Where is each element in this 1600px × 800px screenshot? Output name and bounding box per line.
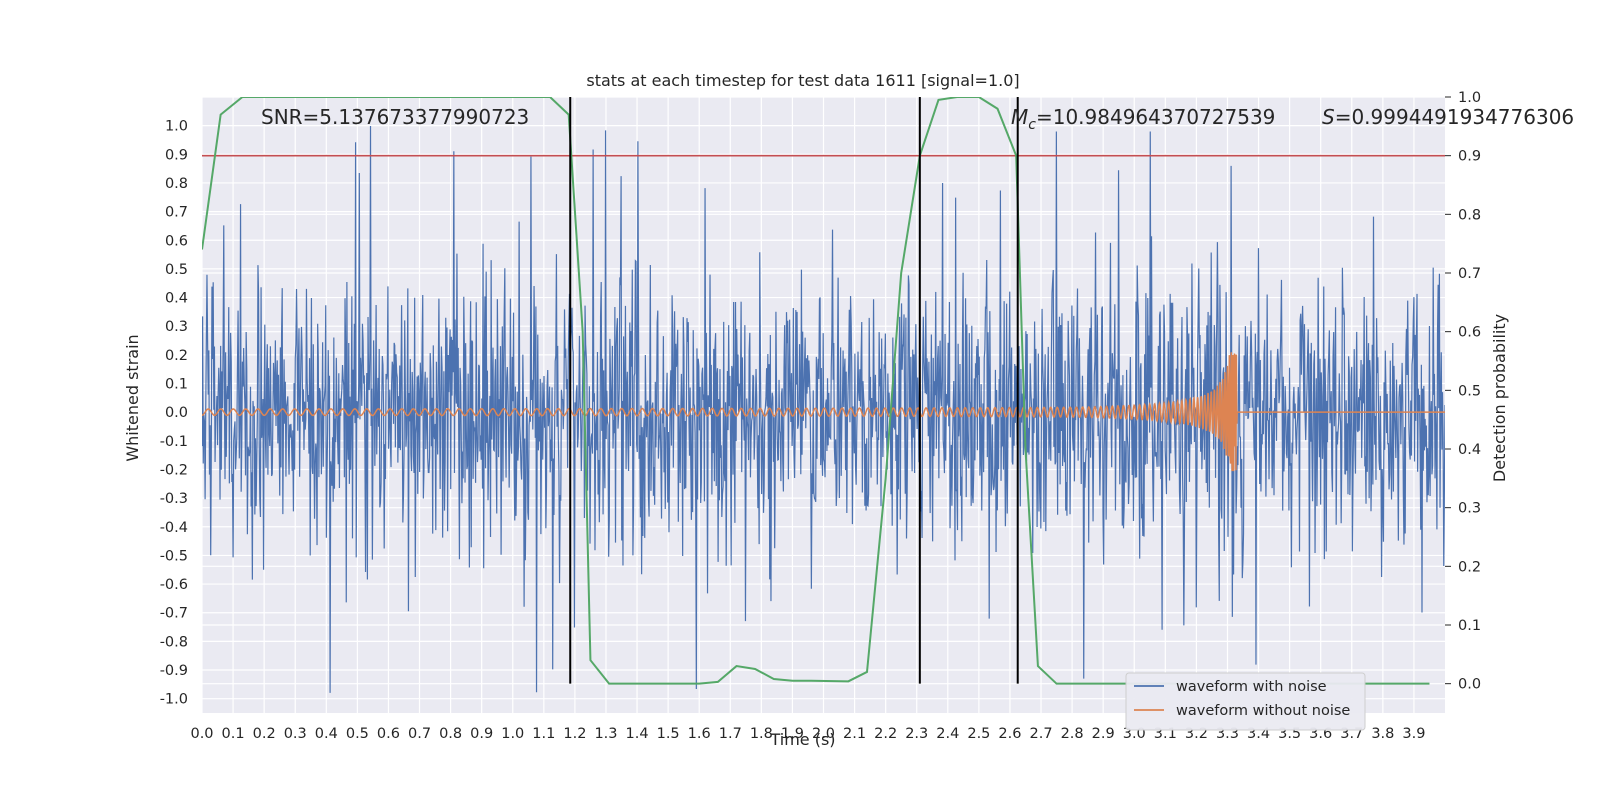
y-axis-ticks: 1.0 0.9 0.8 0.7 0.6 0.5 0.4 0.3 0.2 0.1 0.0 -0.1 -0.… xyxy=(160,119,188,708)
x-tick-label: 0.4 xyxy=(315,726,338,742)
x-tick-label: 1.1 xyxy=(532,726,555,742)
y-tick-label: 0.7 xyxy=(165,205,188,221)
y2-tick-label: 0.0 xyxy=(1458,677,1481,693)
y-tick-label: -0.7 xyxy=(160,606,188,622)
x-tick-label: 2.9 xyxy=(1092,726,1115,742)
snr-annotation: SNR=5.137673377990723 xyxy=(261,105,529,129)
y-tick-label: -0.2 xyxy=(160,462,188,478)
y2-tick-label: 0.7 xyxy=(1458,266,1481,282)
legend-label-noise: waveform with noise xyxy=(1176,679,1327,695)
x-tick-label: 1.5 xyxy=(657,726,680,742)
y-tick-label: 0.2 xyxy=(165,348,188,364)
y-tick-label: 0.5 xyxy=(165,262,188,278)
x-tick-label: 3.8 xyxy=(1371,726,1394,742)
chirp-mass-symbol: M xyxy=(1011,105,1028,129)
y2-axis-label: Detection probability xyxy=(1490,314,1509,482)
y-axis-label: Whitened strain xyxy=(123,334,142,461)
y2-tick-label: 0.3 xyxy=(1458,501,1481,517)
x-tick-label: 0.9 xyxy=(470,726,493,742)
y-tick-label: -0.4 xyxy=(160,520,188,536)
x-tick-label: 0.2 xyxy=(253,726,276,742)
x-tick-label: 2.2 xyxy=(874,726,897,742)
chirp-mass-annotation: Mc=10.984964370727539 xyxy=(1011,105,1275,133)
x-tick-label: 2.0 xyxy=(812,726,835,742)
legend: waveform with noise waveform without noi… xyxy=(1125,672,1366,731)
detection-probability-line xyxy=(202,97,1430,685)
y-tick-label: 0.6 xyxy=(165,233,188,249)
y-tick-label: -1.0 xyxy=(160,692,188,708)
y-tick-label: 0.8 xyxy=(165,176,188,192)
x-tick-label: 0.5 xyxy=(346,726,369,742)
y-tick-label: -0.9 xyxy=(160,663,188,679)
waveform-without-noise-line xyxy=(202,352,1445,472)
legend-label-clean: waveform without noise xyxy=(1176,703,1350,719)
event-markers xyxy=(569,97,1019,684)
x-tick-label: 2.1 xyxy=(843,726,866,742)
y2-tick-label: 0.8 xyxy=(1458,207,1481,223)
x-tick-label: 1.0 xyxy=(501,726,524,742)
y2-tick-label: 0.5 xyxy=(1458,383,1481,399)
x-tick-label: 0.0 xyxy=(190,726,213,742)
y-tick-label: -0.1 xyxy=(160,434,188,450)
y-tick-label: -0.6 xyxy=(160,577,188,593)
chirp-mass-value: =10.984964370727539 xyxy=(1036,105,1275,129)
x-tick-label: 1.7 xyxy=(719,726,742,742)
x-tick-label: 1.9 xyxy=(781,726,804,742)
x-tick-label: 0.7 xyxy=(408,726,431,742)
x-tick-label: 2.7 xyxy=(1029,726,1052,742)
y2-tick-label: 0.4 xyxy=(1458,442,1481,458)
x-tick-label: 2.8 xyxy=(1061,726,1084,742)
y-tick-label: 0.3 xyxy=(165,319,188,335)
x-tick-label: 2.4 xyxy=(936,726,959,742)
x-tick-label: 2.6 xyxy=(998,726,1021,742)
spin-annotation: S=0.9994491934776306 xyxy=(1322,105,1574,129)
y-tick-label: 0.4 xyxy=(165,291,188,307)
x-tick-label: 0.1 xyxy=(222,726,245,742)
x-axis-label: Time (s) xyxy=(769,730,835,749)
chirp-mass-subscript: c xyxy=(1028,117,1036,133)
y-tick-label: -0.3 xyxy=(160,491,188,507)
y2-tick-label: 1.0 xyxy=(1458,90,1481,106)
x-tick-label: 2.3 xyxy=(905,726,928,742)
y2-tick-label: 0.2 xyxy=(1458,559,1481,575)
x-tick-label: 3.9 xyxy=(1402,726,1425,742)
x-tick-label: 1.3 xyxy=(594,726,617,742)
legend-box xyxy=(1125,672,1366,731)
x-tick-label: 1.4 xyxy=(626,726,649,742)
x-tick-label: 2.5 xyxy=(967,726,990,742)
x-tick-label: 1.6 xyxy=(688,726,711,742)
y-tick-label: -0.8 xyxy=(160,634,188,650)
x-tick-label: 0.8 xyxy=(439,726,462,742)
waveform-with-noise-line xyxy=(202,126,1445,693)
x-tick-label: 0.3 xyxy=(284,726,307,742)
x-tick-label: 0.6 xyxy=(377,726,400,742)
spin-symbol: S xyxy=(1322,105,1335,129)
y-tick-label: 0.0 xyxy=(165,405,188,421)
y-tick-label: 1.0 xyxy=(165,119,188,135)
y2-tick-label: 0.6 xyxy=(1458,325,1481,341)
chart-title: stats at each timestep for test data 161… xyxy=(586,71,1019,90)
spin-value: =0.9994491934776306 xyxy=(1335,105,1574,129)
y2-tick-label: 0.9 xyxy=(1458,149,1481,165)
y2-tick-label: 0.1 xyxy=(1458,618,1481,634)
y-tick-label: 0.9 xyxy=(165,147,188,163)
x-tick-label: 1.8 xyxy=(750,726,773,742)
y2-axis-ticks: 1.0 0.9 0.8 0.7 0.6 0.5 0.4 0.3 0.2 0.1 0.0 xyxy=(1445,90,1481,693)
x-tick-label: 1.2 xyxy=(563,726,586,742)
y-tick-label: 0.1 xyxy=(165,377,188,393)
y-tick-label: -0.5 xyxy=(160,548,188,564)
plot-area xyxy=(201,96,1445,713)
